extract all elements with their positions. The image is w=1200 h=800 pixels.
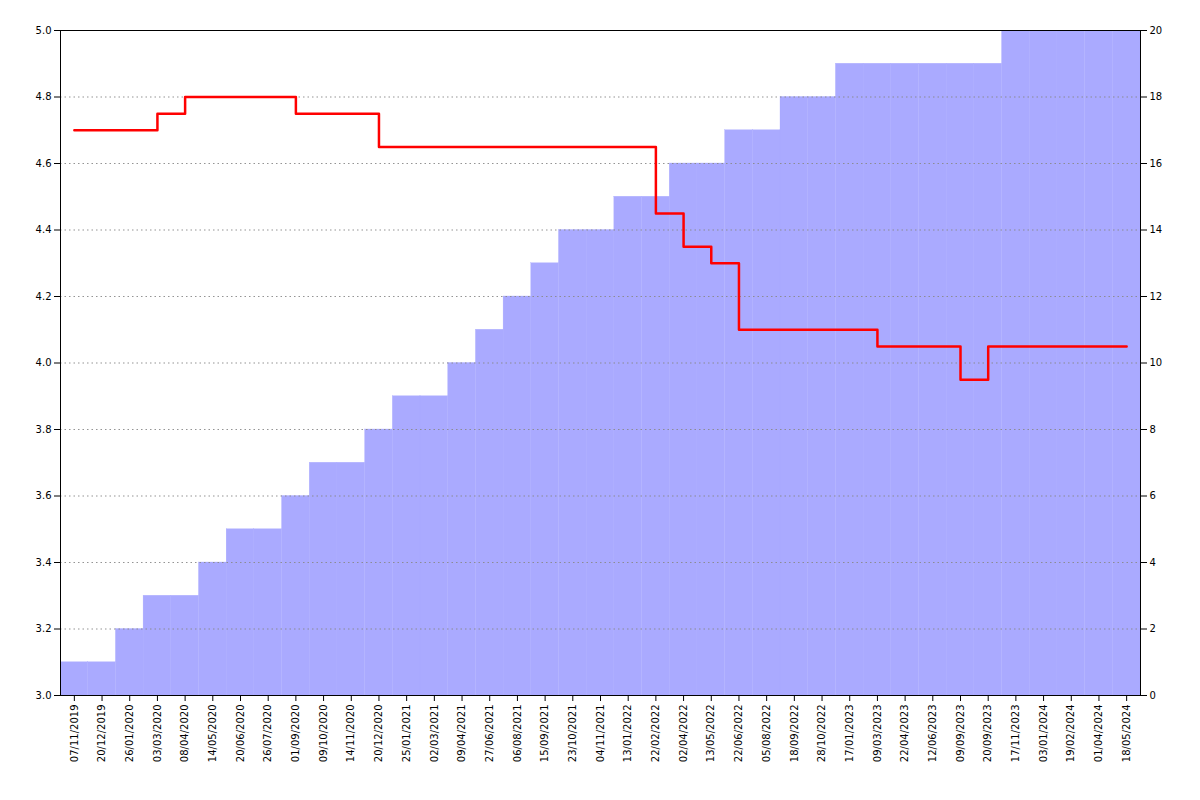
- svg-text:04/11/2021: 04/11/2021: [595, 705, 606, 763]
- svg-text:16: 16: [1150, 158, 1163, 169]
- svg-text:3.2: 3.2: [36, 623, 52, 634]
- svg-text:02/03/2021: 02/03/2021: [429, 705, 440, 763]
- svg-text:22/04/2023: 22/04/2023: [899, 705, 910, 763]
- svg-text:5.0: 5.0: [36, 25, 52, 36]
- svg-text:4.6: 4.6: [36, 158, 52, 169]
- svg-text:3.6: 3.6: [36, 490, 52, 501]
- svg-text:14/05/2020: 14/05/2020: [207, 705, 218, 763]
- svg-text:27/06/2021: 27/06/2021: [484, 705, 495, 763]
- svg-text:14/11/2020: 14/11/2020: [345, 705, 356, 763]
- svg-text:4.2: 4.2: [36, 291, 52, 302]
- svg-text:06/08/2021: 06/08/2021: [512, 705, 523, 763]
- svg-text:20/09/2023: 20/09/2023: [982, 705, 993, 763]
- svg-text:01/04/2024: 01/04/2024: [1093, 705, 1104, 763]
- svg-text:09/04/2021: 09/04/2021: [456, 705, 467, 763]
- svg-text:15/09/2021: 15/09/2021: [539, 705, 550, 763]
- svg-text:13/01/2022: 13/01/2022: [622, 705, 633, 763]
- svg-text:20/12/2019: 20/12/2019: [96, 705, 107, 763]
- svg-text:05/08/2022: 05/08/2022: [761, 705, 772, 763]
- svg-text:28/10/2022: 28/10/2022: [816, 705, 827, 763]
- svg-text:26/07/2020: 26/07/2020: [262, 705, 273, 763]
- svg-text:18/05/2024: 18/05/2024: [1121, 705, 1132, 763]
- svg-text:4.4: 4.4: [36, 224, 52, 235]
- svg-text:12/06/2023: 12/06/2023: [927, 705, 938, 763]
- svg-text:17/01/2023: 17/01/2023: [844, 705, 855, 763]
- svg-text:23/10/2021: 23/10/2021: [567, 705, 578, 763]
- svg-text:22/06/2022: 22/06/2022: [733, 705, 744, 763]
- svg-text:18: 18: [1150, 91, 1163, 102]
- svg-text:08/04/2020: 08/04/2020: [179, 705, 190, 763]
- svg-text:07/11/2019: 07/11/2019: [69, 705, 80, 763]
- svg-text:09/09/2023: 09/09/2023: [955, 705, 966, 763]
- svg-text:20/12/2020: 20/12/2020: [373, 705, 384, 763]
- svg-text:26/01/2020: 26/01/2020: [124, 705, 135, 763]
- svg-text:14: 14: [1150, 224, 1163, 235]
- svg-text:20/06/2020: 20/06/2020: [235, 705, 246, 763]
- svg-text:09/03/2023: 09/03/2023: [872, 705, 883, 763]
- svg-text:09/10/2020: 09/10/2020: [318, 705, 329, 763]
- svg-text:01/09/2020: 01/09/2020: [290, 705, 301, 763]
- svg-text:12: 12: [1150, 291, 1163, 302]
- svg-text:3.8: 3.8: [36, 424, 52, 435]
- svg-text:3.0: 3.0: [36, 690, 52, 701]
- svg-text:3.4: 3.4: [36, 557, 52, 568]
- svg-text:03/01/2024: 03/01/2024: [1038, 705, 1049, 763]
- svg-text:4: 4: [1150, 557, 1156, 568]
- svg-text:03/03/2020: 03/03/2020: [152, 705, 163, 763]
- svg-text:18/09/2022: 18/09/2022: [789, 705, 800, 763]
- svg-text:19/02/2024: 19/02/2024: [1065, 705, 1076, 763]
- svg-text:4.8: 4.8: [36, 91, 52, 102]
- svg-text:17/11/2023: 17/11/2023: [1010, 705, 1021, 763]
- svg-text:22/02/2022: 22/02/2022: [650, 705, 661, 763]
- svg-text:20: 20: [1150, 25, 1163, 36]
- svg-text:10: 10: [1150, 357, 1163, 368]
- svg-text:6: 6: [1150, 490, 1156, 501]
- svg-text:0: 0: [1150, 690, 1156, 701]
- svg-text:4.0: 4.0: [36, 357, 52, 368]
- svg-text:25/01/2021: 25/01/2021: [401, 705, 412, 763]
- svg-text:02/04/2022: 02/04/2022: [678, 705, 689, 763]
- svg-text:8: 8: [1150, 424, 1156, 435]
- svg-text:13/05/2022: 13/05/2022: [705, 705, 716, 763]
- svg-text:2: 2: [1150, 623, 1156, 634]
